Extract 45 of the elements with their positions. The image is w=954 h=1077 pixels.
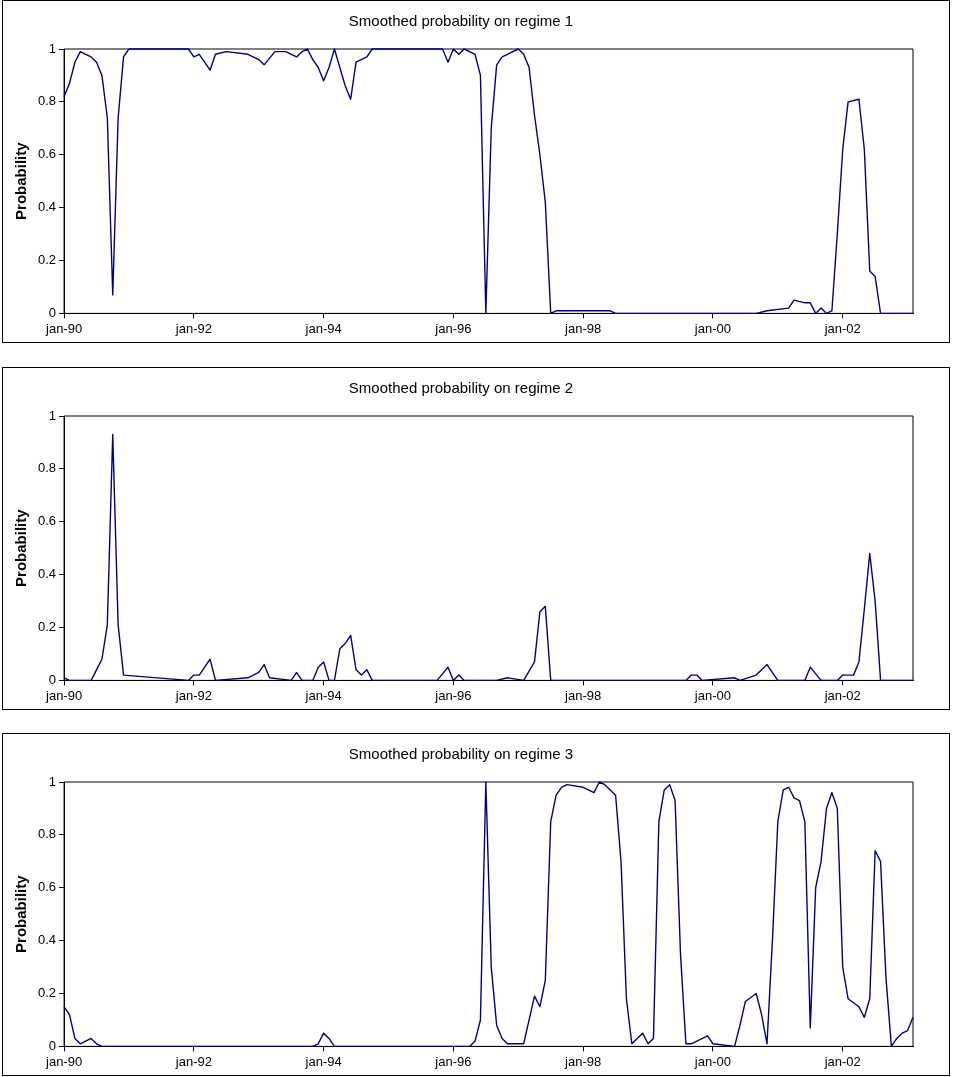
- x-tick-label: jan-94: [304, 687, 342, 703]
- y-tick-label: 0.6: [37, 146, 57, 162]
- x-tick-label: jan-92: [174, 1053, 212, 1069]
- x-tick-label: jan-96: [434, 1053, 472, 1069]
- y-tick-label: 0: [48, 671, 57, 687]
- x-tick-label: jan-02: [823, 687, 861, 703]
- x-tick-label: jan-90: [45, 687, 83, 703]
- y-tick-label: 0.8: [37, 93, 57, 109]
- x-tick-label: jan-90: [45, 1053, 83, 1069]
- y-tick-label: 0.2: [37, 985, 57, 1001]
- x-tick-label: jan-92: [174, 320, 212, 336]
- y-tick-label: 0.4: [37, 566, 57, 582]
- y-tick-label: 0.6: [37, 879, 57, 895]
- x-tick-label: jan-00: [693, 687, 731, 703]
- y-axis-title: Probability: [12, 874, 30, 953]
- x-tick-label: jan-94: [304, 1053, 342, 1069]
- y-axis-title: Probability: [12, 141, 30, 220]
- y-axis-title: Probability: [12, 508, 30, 587]
- x-tick-label: jan-94: [304, 320, 342, 336]
- x-tick-label: jan-00: [693, 320, 731, 336]
- x-tick-label: jan-98: [564, 320, 602, 336]
- y-tick-label: 0.2: [37, 619, 57, 635]
- x-tick-label: jan-96: [434, 320, 472, 336]
- x-tick-label: jan-98: [564, 1053, 602, 1069]
- chart-title: Smoothed probability on regime 3: [348, 745, 574, 763]
- x-tick-label: jan-98: [564, 687, 602, 703]
- x-tick-label: jan-96: [434, 687, 472, 703]
- y-tick-label: 0.2: [37, 252, 57, 268]
- y-tick-label: 1: [48, 407, 57, 423]
- x-tick-label: jan-92: [174, 687, 212, 703]
- x-tick-label: jan-02: [823, 1053, 861, 1069]
- chart-title: Smoothed probability on regime 2: [348, 379, 574, 397]
- y-tick-label: 0.8: [37, 460, 57, 476]
- y-tick-label: 0.4: [37, 932, 57, 948]
- y-tick-label: 1: [48, 40, 57, 56]
- y-tick-label: 1: [48, 773, 57, 789]
- y-tick-label: 0: [48, 304, 57, 320]
- x-tick-label: jan-02: [823, 320, 861, 336]
- x-tick-label: jan-90: [45, 320, 83, 336]
- y-tick-label: 0.4: [37, 199, 57, 215]
- y-tick-label: 0.6: [37, 513, 57, 529]
- y-tick-label: 0: [48, 1037, 57, 1053]
- chart-title: Smoothed probability on regime 1: [348, 12, 574, 30]
- x-tick-label: jan-00: [693, 1053, 731, 1069]
- y-tick-label: 0.8: [37, 826, 57, 842]
